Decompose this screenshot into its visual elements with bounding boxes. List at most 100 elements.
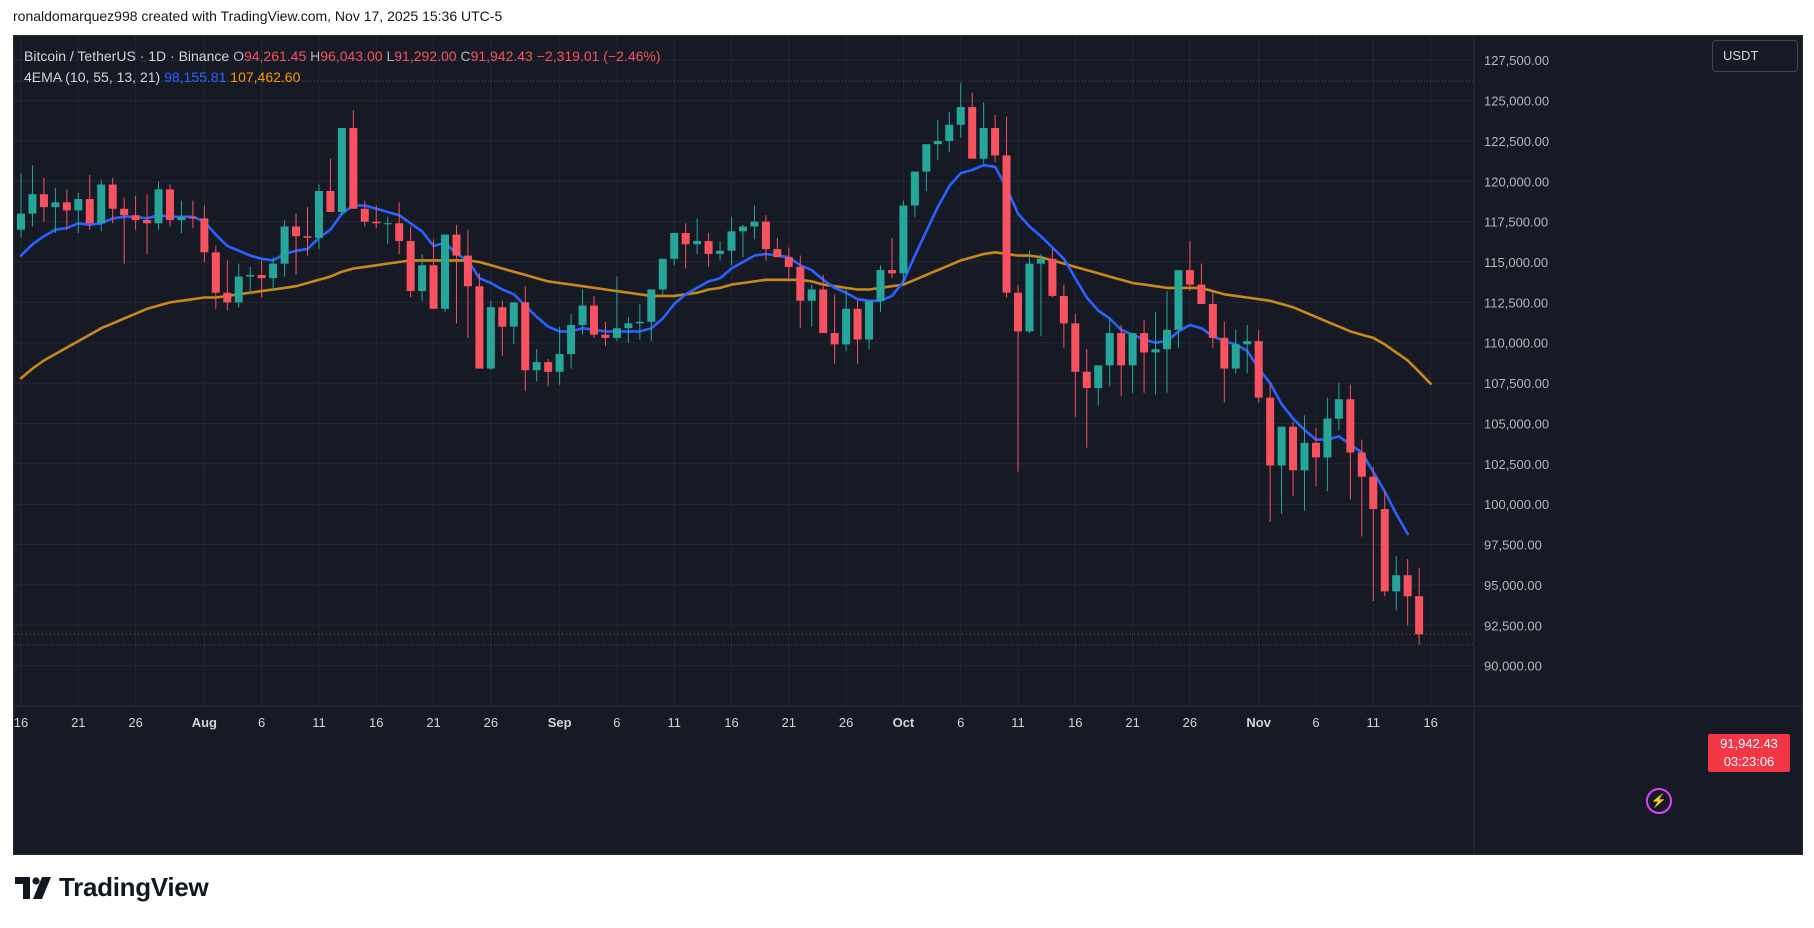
candle-body bbox=[85, 199, 94, 224]
candle-body bbox=[876, 270, 885, 301]
candle-body bbox=[131, 215, 140, 221]
candle-body bbox=[1163, 329, 1171, 350]
price-tick-label: 95,000.00 bbox=[1484, 578, 1542, 593]
candle-body bbox=[1036, 258, 1045, 264]
candle-body bbox=[292, 226, 301, 237]
open-label: O bbox=[233, 48, 244, 64]
candle-body bbox=[532, 362, 541, 371]
candle-body bbox=[246, 274, 255, 277]
candle-body bbox=[968, 107, 977, 159]
candle-body bbox=[441, 234, 450, 309]
time-tick-label: 11 bbox=[1011, 715, 1025, 730]
candle-body bbox=[1392, 575, 1401, 592]
time-tick-label: 16 bbox=[1068, 715, 1082, 730]
price-tick-label: 127,500.00 bbox=[1484, 53, 1549, 68]
candle-body bbox=[750, 221, 759, 227]
time-tick-label: 21 bbox=[426, 715, 440, 730]
lightning-icon[interactable]: ⚡ bbox=[1646, 788, 1672, 814]
time-tick-label: 6 bbox=[258, 715, 265, 730]
ohlc-legend-row: Bitcoin / TetherUS · 1D · Binance O94,26… bbox=[24, 46, 661, 67]
candle-body bbox=[1415, 596, 1424, 635]
candle-body bbox=[1346, 399, 1355, 453]
candle-body bbox=[97, 184, 106, 224]
candles bbox=[17, 82, 1424, 645]
candle-body bbox=[1311, 442, 1320, 458]
candle-body bbox=[429, 265, 438, 309]
open-value: 94,261.45 bbox=[243, 48, 307, 64]
candle-body bbox=[108, 184, 117, 209]
candle-body bbox=[303, 236, 312, 238]
last-price-label: 91,942.43 03:23:06 bbox=[1708, 734, 1790, 772]
candle-body bbox=[819, 289, 828, 334]
candle-body bbox=[349, 128, 358, 209]
candle-body bbox=[1300, 442, 1309, 471]
candle-body bbox=[1059, 295, 1068, 324]
candle-body bbox=[1197, 284, 1206, 304]
candle-body bbox=[796, 266, 805, 301]
candle-body bbox=[154, 189, 163, 224]
indicator-title[interactable]: 4EMA (10, 55, 13, 21) bbox=[24, 69, 161, 85]
time-tick-label: 26 bbox=[484, 715, 498, 730]
candle-body bbox=[17, 213, 25, 230]
price-tick-label: 125,000.00 bbox=[1484, 94, 1549, 109]
candle-body bbox=[1025, 263, 1034, 332]
candle-body bbox=[647, 289, 656, 322]
time-tick-label: 11 bbox=[667, 715, 681, 730]
candle-body bbox=[1277, 426, 1286, 466]
candle-body bbox=[1323, 418, 1332, 458]
high-label: H bbox=[310, 48, 321, 64]
candle-body bbox=[807, 289, 816, 301]
currency-selector[interactable]: USDT bbox=[1712, 40, 1798, 72]
candle-body bbox=[1082, 371, 1091, 388]
chart-grid bbox=[14, 36, 1474, 706]
candle-body bbox=[933, 140, 942, 145]
high-value: 96,043.00 bbox=[320, 48, 383, 64]
price-tick-label: 120,000.00 bbox=[1484, 174, 1549, 189]
candle-body bbox=[200, 218, 209, 253]
candle-body bbox=[521, 302, 530, 371]
candle-body bbox=[165, 189, 174, 221]
candle-body bbox=[257, 274, 266, 279]
candle-body bbox=[1231, 344, 1240, 369]
candle-body bbox=[853, 308, 862, 340]
candle-body bbox=[1140, 333, 1149, 353]
candle-body bbox=[956, 107, 965, 125]
low-value: 91,292.00 bbox=[394, 48, 457, 64]
candle-body bbox=[830, 333, 839, 345]
price-tick-label: 97,500.00 bbox=[1484, 538, 1542, 553]
candle-body bbox=[326, 190, 335, 212]
time-tick-label: 6 bbox=[613, 715, 620, 730]
tv-logo-icon bbox=[15, 876, 51, 899]
time-tick-label: 16 bbox=[724, 715, 738, 730]
candle-body bbox=[452, 234, 461, 256]
candle-body bbox=[1369, 476, 1378, 510]
candle-body bbox=[383, 223, 392, 225]
candle-body bbox=[979, 128, 988, 159]
candle-body bbox=[899, 205, 908, 274]
price-tick-label: 90,000.00 bbox=[1484, 659, 1542, 674]
price-chart[interactable]: 90,000.00 92,500.00 95,000.00 97,500.00 100,… bbox=[14, 36, 1802, 854]
candle-body bbox=[624, 323, 633, 329]
candle-body bbox=[28, 194, 37, 214]
candle-body bbox=[658, 258, 667, 290]
price-tick-label: 117,500.00 bbox=[1484, 215, 1548, 230]
candle-body bbox=[1266, 397, 1275, 466]
candle-body bbox=[1002, 155, 1011, 293]
change-value: −2,319.01 (−2.46%) bbox=[536, 48, 661, 64]
time-tick-label: 21 bbox=[1125, 715, 1139, 730]
time-tick-label: 6 bbox=[1312, 715, 1319, 730]
candle-body bbox=[716, 250, 725, 254]
candle-body bbox=[1185, 270, 1194, 285]
candle-body bbox=[727, 231, 736, 251]
attribution-header: ronaldomarquez998 created with TradingVi… bbox=[13, 8, 503, 24]
candle-body bbox=[1094, 365, 1103, 388]
candle-body bbox=[486, 307, 495, 369]
price-tick-label: 100,000.00 bbox=[1484, 497, 1549, 512]
chart-pane[interactable]: 90,000.00 92,500.00 95,000.00 97,500.00 100,… bbox=[13, 35, 1803, 855]
symbol-title[interactable]: Bitcoin / TetherUS · 1D · Binance bbox=[24, 48, 230, 64]
price-tick-label: 102,500.00 bbox=[1484, 457, 1549, 472]
chart-legend: Bitcoin / TetherUS · 1D · Binance O94,26… bbox=[24, 46, 661, 88]
last-price-value: 91,942.43 bbox=[1720, 736, 1778, 751]
candle-body bbox=[681, 232, 690, 245]
candle-body bbox=[635, 321, 644, 324]
